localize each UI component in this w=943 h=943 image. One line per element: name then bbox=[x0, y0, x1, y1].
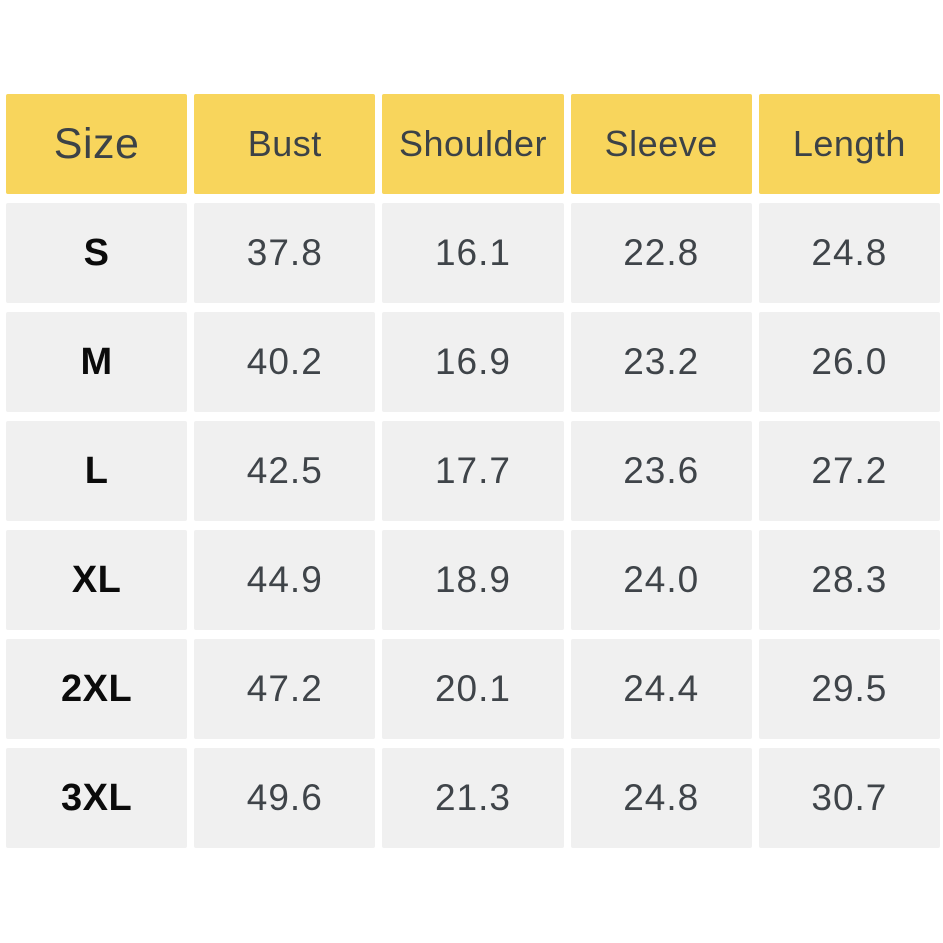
value-cell: 23.2 bbox=[570, 312, 752, 412]
value-cell: 24.4 bbox=[570, 639, 752, 739]
value-cell: 30.7 bbox=[758, 748, 940, 848]
size-cell-2xl: 2XL bbox=[6, 639, 188, 739]
value-cell: 26.0 bbox=[758, 312, 940, 412]
size-chart: Size Bust Shoulder Sleeve Length S 37.8 16.1 22.… bbox=[6, 94, 940, 848]
size-cell-l: L bbox=[6, 421, 188, 521]
header-cell-bust: Bust bbox=[194, 94, 376, 194]
size-cell-m: M bbox=[6, 312, 188, 412]
value-cell: 21.3 bbox=[382, 748, 564, 848]
header-cell-sleeve: Sleeve bbox=[570, 94, 752, 194]
value-cell: 17.7 bbox=[382, 421, 564, 521]
value-cell: 24.0 bbox=[570, 530, 752, 630]
value-cell: 42.5 bbox=[194, 421, 376, 521]
value-cell: 29.5 bbox=[758, 639, 940, 739]
value-cell: 49.6 bbox=[194, 748, 376, 848]
size-cell-xl: XL bbox=[6, 530, 188, 630]
value-cell: 20.1 bbox=[382, 639, 564, 739]
value-cell: 44.9 bbox=[194, 530, 376, 630]
header-cell-length: Length bbox=[758, 94, 940, 194]
size-chart-table: Size Bust Shoulder Sleeve Length S 37.8 16.1 22.… bbox=[6, 94, 940, 848]
value-cell: 22.8 bbox=[570, 203, 752, 303]
value-cell: 16.9 bbox=[382, 312, 564, 412]
value-cell: 27.2 bbox=[758, 421, 940, 521]
value-cell: 16.1 bbox=[382, 203, 564, 303]
header-cell-size: Size bbox=[6, 94, 188, 194]
value-cell: 47.2 bbox=[194, 639, 376, 739]
value-cell: 18.9 bbox=[382, 530, 564, 630]
value-cell: 37.8 bbox=[194, 203, 376, 303]
value-cell: 24.8 bbox=[570, 748, 752, 848]
header-cell-shoulder: Shoulder bbox=[382, 94, 564, 194]
size-cell-3xl: 3XL bbox=[6, 748, 188, 848]
size-cell-s: S bbox=[6, 203, 188, 303]
value-cell: 28.3 bbox=[758, 530, 940, 630]
value-cell: 23.6 bbox=[570, 421, 752, 521]
value-cell: 24.8 bbox=[758, 203, 940, 303]
value-cell: 40.2 bbox=[194, 312, 376, 412]
